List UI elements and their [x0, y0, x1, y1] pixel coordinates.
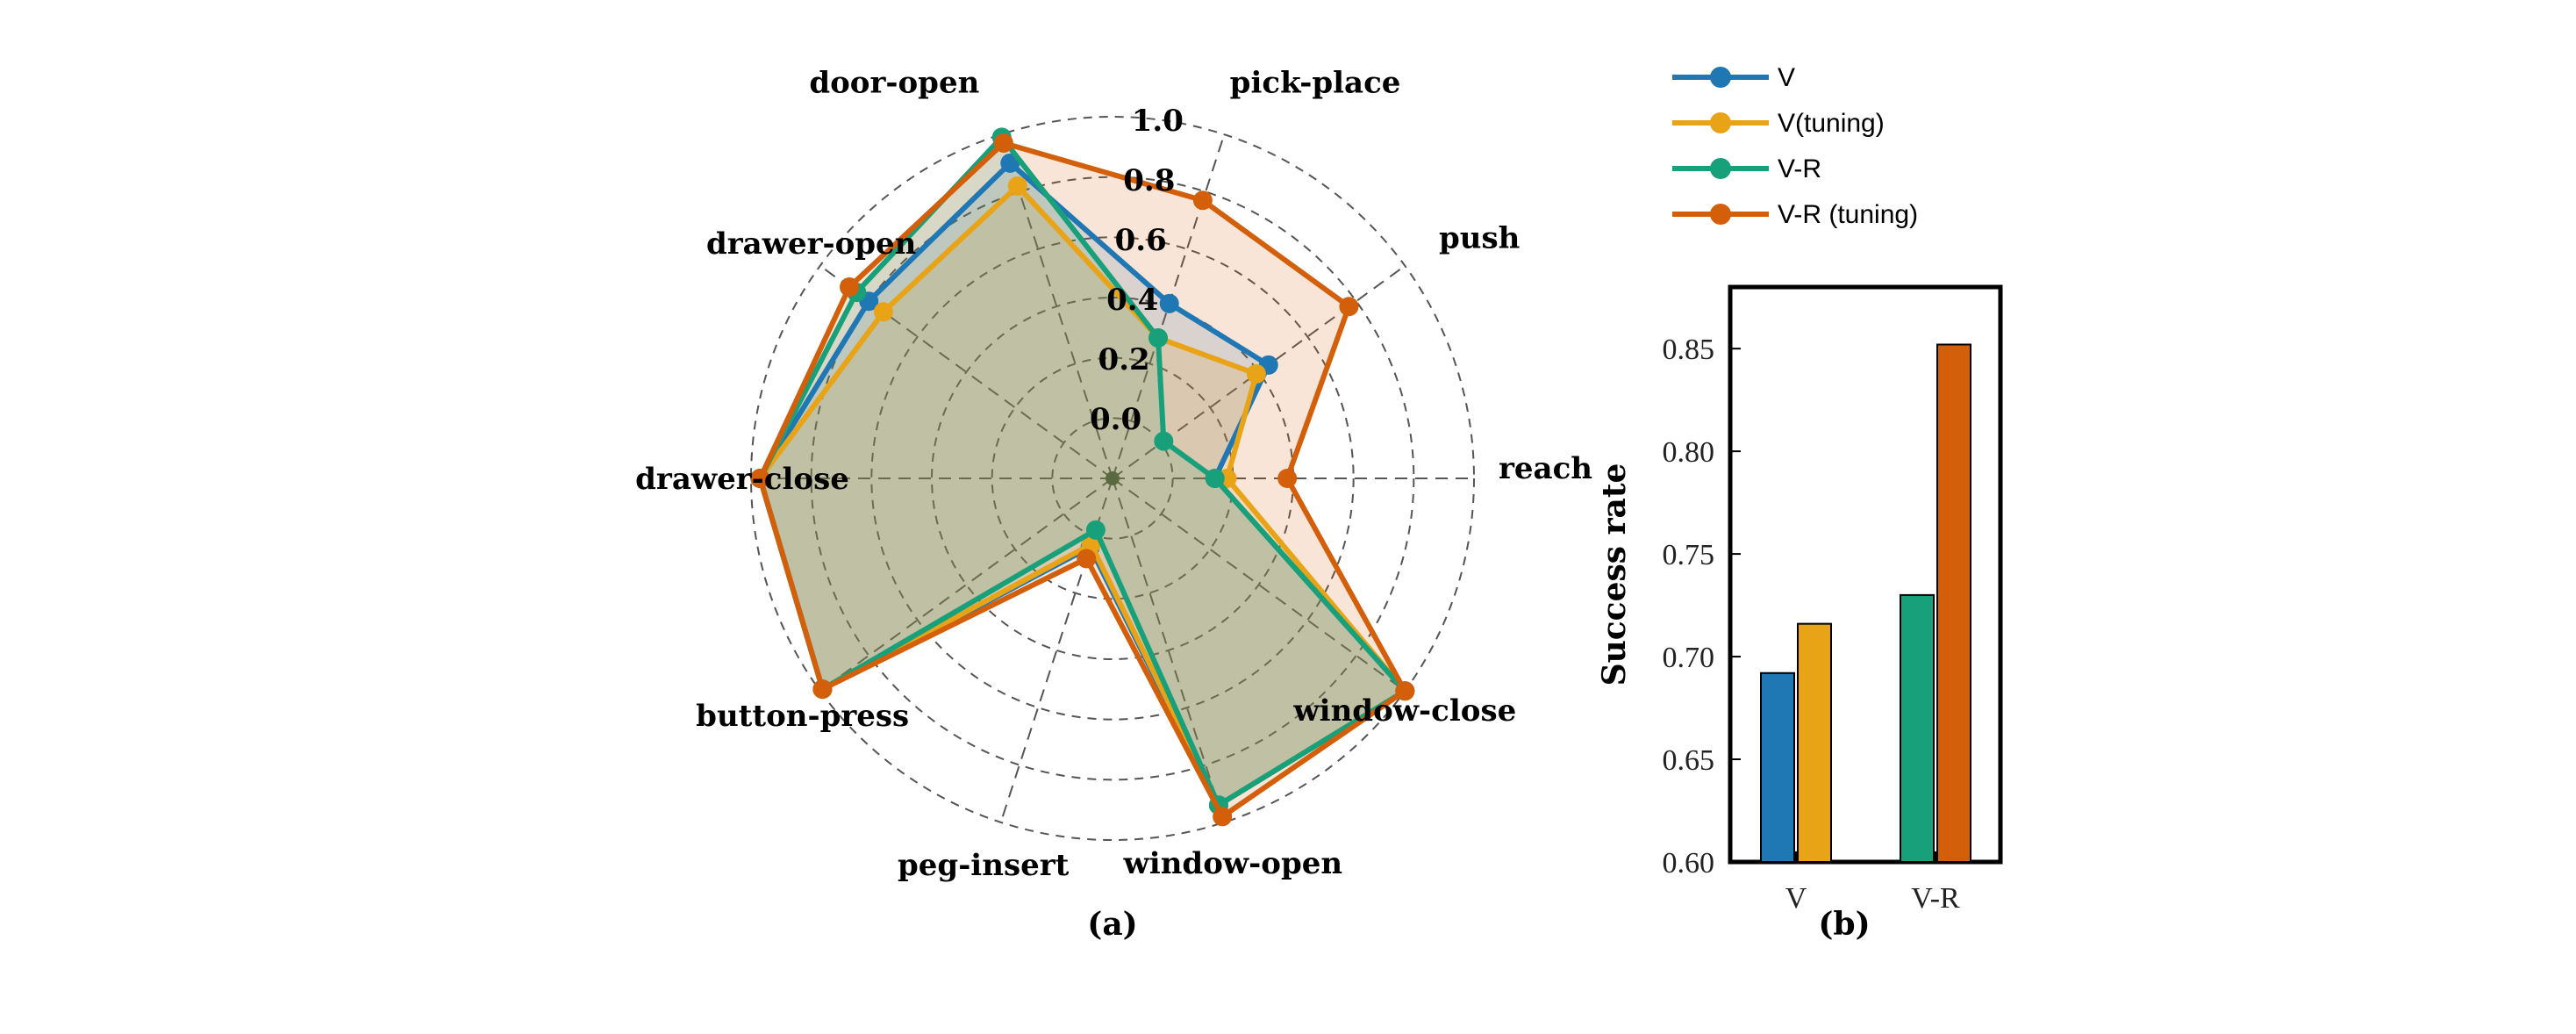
subfigure-b-label: (b)	[1818, 906, 1870, 943]
radar-grid-circle	[1051, 417, 1174, 540]
y-tick-label: 0.75	[1663, 539, 1715, 571]
legend-marker	[1710, 204, 1731, 225]
radar-point-v-tuning-push	[1246, 363, 1266, 384]
y-tick-label: 0.60	[1663, 847, 1715, 880]
y-axis-label: Success rate	[1596, 463, 1633, 686]
radar-point-v-r-tuning-window-close	[1395, 681, 1415, 701]
subfigure-a-label: (a)	[1087, 906, 1137, 943]
y-tick-label: 0.70	[1663, 642, 1715, 674]
axis-label-drawer-close: drawer-close	[635, 462, 849, 497]
axis-label-window-open: window-open	[1123, 846, 1343, 881]
radar-series-group	[750, 127, 1415, 827]
radar-area-v-tuning	[760, 185, 1406, 806]
radar-point-v-r-reach	[1205, 469, 1225, 488]
radar-point-v-r-tuning-peg-insert	[1077, 549, 1097, 569]
radar-chart: 0.0 0.2 0.4 0.6 0.8 1.0 reach push pick-place doo…	[635, 66, 1592, 883]
radar-area-v-r	[760, 137, 1406, 806]
y-tick-label: 0.65	[1663, 744, 1715, 777]
bar-v-r	[1900, 593, 1935, 864]
radial-tick-label: 0.8	[1123, 163, 1175, 198]
x-tick-label-v: V	[1785, 882, 1807, 915]
radar-point-v-r-tuning-drawer-open	[840, 277, 860, 298]
legend-marker	[1710, 112, 1731, 133]
legend-item-v-r-tuning: V-R (tuning)	[1672, 200, 1918, 229]
radar-point-v-r-pick-place	[1148, 328, 1168, 348]
radar-grid-circle	[750, 116, 1475, 841]
legend-marker	[1710, 158, 1731, 179]
axis-label-push: push	[1439, 221, 1520, 256]
legend-marker	[1710, 67, 1731, 88]
radar-point-v-tuning-door-open	[1007, 176, 1027, 196]
radar-point-v-r-peg-insert	[1085, 520, 1106, 540]
bar-v-tuning	[1797, 622, 1832, 864]
radar-grid-circle	[810, 176, 1415, 781]
radar-point-v-r-tuning-window-open	[1213, 807, 1233, 827]
legend-item-v: V	[1672, 63, 1795, 92]
radar-point-v-r-tuning-pick-place	[1192, 190, 1213, 211]
axis-label-drawer-open: drawer-open	[706, 226, 916, 262]
radial-tick-label: 0.0	[1090, 402, 1141, 437]
bar-v-r-tuning	[1936, 343, 1971, 863]
y-tick-label: 0.85	[1663, 334, 1715, 366]
radial-tick-label: 0.6	[1115, 223, 1167, 258]
bar-v	[1760, 671, 1795, 863]
legend-label: V-R (tuning)	[1778, 200, 1918, 229]
axis-label-pick-place: pick-place	[1230, 66, 1401, 101]
y-tick-label: 0.80	[1663, 436, 1715, 469]
radar-point-v-r-tuning-button-press	[812, 679, 833, 700]
legend-item-v-r: V-R	[1672, 154, 1821, 183]
radar-point-v-pick-place	[1159, 293, 1179, 313]
radar-point-v-r-push	[1154, 431, 1174, 451]
legend-label: V	[1778, 63, 1795, 92]
radial-tick-label: 1.0	[1132, 104, 1184, 139]
bar-chart: 0.60 0.65 0.70 0.75 0.80 0.85 Success rate V V-R	[1596, 284, 2003, 915]
legend: V V(tuning) V-R V-R (tuning)	[1672, 63, 1918, 229]
radar-point-v-r-tuning-reach	[1277, 469, 1298, 488]
radar-grid-circle	[870, 236, 1355, 721]
radar-center-marker	[1106, 471, 1120, 485]
axis-label-button-press: button-press	[696, 699, 909, 734]
axis-label-door-open: door-open	[809, 66, 979, 101]
axis-label-peg-insert: peg-insert	[898, 848, 1070, 883]
legend-label: V-R	[1778, 154, 1821, 183]
radar-point-v-r-tuning-drawer-close	[750, 469, 770, 488]
legend-item-v-tuning: V(tuning)	[1672, 109, 1885, 138]
radial-tick-label: 0.2	[1098, 342, 1150, 377]
radar-point-v-tuning-drawer-open	[873, 302, 893, 322]
x-tick-label-v-r: V-R	[1911, 882, 1960, 915]
axis-label-reach: reach	[1499, 451, 1592, 486]
radial-tick-label: 0.4	[1106, 283, 1158, 318]
radar-point-v-r-tuning-push	[1339, 297, 1359, 317]
radar-area-v-r-tuning	[760, 143, 1406, 817]
radar-point-v-r-tuning-door-open	[993, 133, 1013, 153]
legend-label: V(tuning)	[1778, 109, 1885, 138]
axis-label-window-close: window-close	[1292, 693, 1516, 729]
bar-plot-frame	[1728, 284, 2003, 865]
radar-area-v	[760, 162, 1406, 806]
